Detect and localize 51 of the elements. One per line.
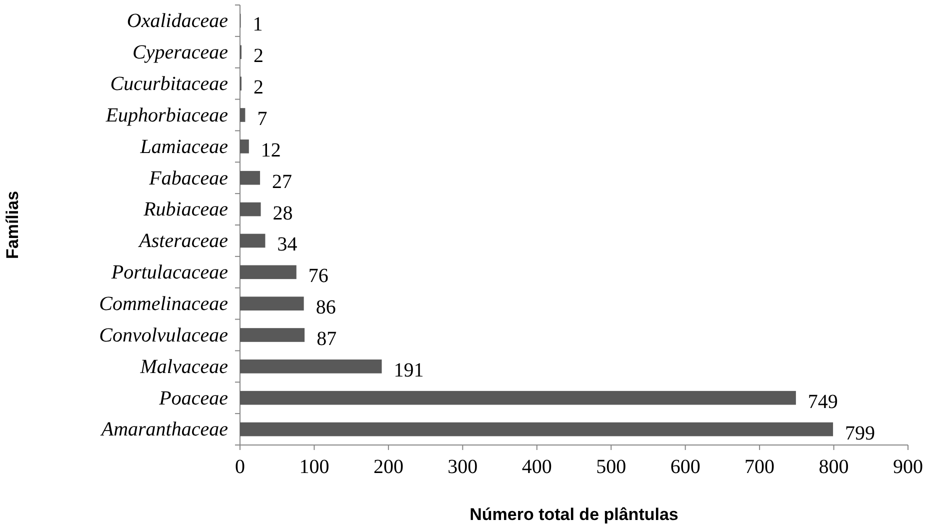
x-tick-label: 800 bbox=[818, 456, 849, 478]
data-label: 799 bbox=[845, 422, 876, 444]
y-tick-label: Lamiaceae bbox=[139, 136, 228, 158]
x-tick-label: 900 bbox=[893, 456, 923, 478]
y-tick-label: Portulacaceae bbox=[110, 262, 228, 284]
data-label: 87 bbox=[316, 328, 337, 350]
y-tick-label: Oxalidaceae bbox=[126, 10, 228, 32]
x-tick-label: 600 bbox=[670, 456, 700, 478]
x-tick-label: 400 bbox=[522, 456, 552, 478]
y-tick-label: Euphorbiaceae bbox=[104, 104, 228, 126]
bar bbox=[240, 265, 296, 280]
data-label: 12 bbox=[260, 139, 281, 162]
bar bbox=[240, 422, 834, 436]
x-tick-label: 0 bbox=[235, 456, 245, 478]
y-tick-label: Convolvulaceae bbox=[99, 324, 228, 346]
y-tick-label: Cyperaceae bbox=[132, 42, 228, 64]
data-label: 2 bbox=[253, 76, 264, 99]
bar bbox=[240, 328, 305, 342]
x-tick-label: 500 bbox=[596, 456, 626, 478]
data-label: 191 bbox=[394, 359, 424, 382]
y-tick-label: Malvaceae bbox=[139, 356, 228, 378]
bar bbox=[240, 170, 260, 185]
data-label: 27 bbox=[272, 170, 292, 193]
data-label: 1 bbox=[252, 14, 263, 36]
data-label: 34 bbox=[277, 234, 298, 256]
y-tick-label: Amaranthaceae bbox=[99, 418, 228, 441]
data-label: 2 bbox=[253, 45, 264, 68]
bar bbox=[240, 140, 249, 154]
data-label: 749 bbox=[808, 390, 838, 413]
x-tick-label: 200 bbox=[373, 456, 404, 478]
x-tick-label: 300 bbox=[448, 456, 478, 478]
y-tick-label: Cucurbitaceae bbox=[110, 72, 228, 95]
bar bbox=[240, 296, 304, 310]
bar bbox=[240, 202, 261, 216]
data-label: 86 bbox=[316, 296, 336, 319]
y-axis-title: Famílias bbox=[3, 190, 22, 260]
data-label: 28 bbox=[272, 202, 293, 224]
bar bbox=[240, 390, 796, 405]
y-tick-label: Asteraceae bbox=[137, 230, 228, 252]
y-tick-label: Rubiaceae bbox=[142, 198, 228, 221]
bar bbox=[240, 108, 246, 122]
y-tick-label: Fabaceae bbox=[148, 167, 228, 190]
bar bbox=[240, 360, 382, 374]
x-axis-title: Número total de plântulas bbox=[470, 505, 678, 524]
bar bbox=[240, 234, 266, 248]
y-tick-label: Commelinaceae bbox=[99, 292, 228, 315]
data-label: 76 bbox=[308, 265, 328, 288]
x-tick-label: 700 bbox=[744, 456, 775, 478]
y-tick-label: Poaceae bbox=[158, 387, 228, 410]
x-tick-label: 100 bbox=[299, 456, 330, 478]
data-label: 7 bbox=[257, 108, 268, 130]
